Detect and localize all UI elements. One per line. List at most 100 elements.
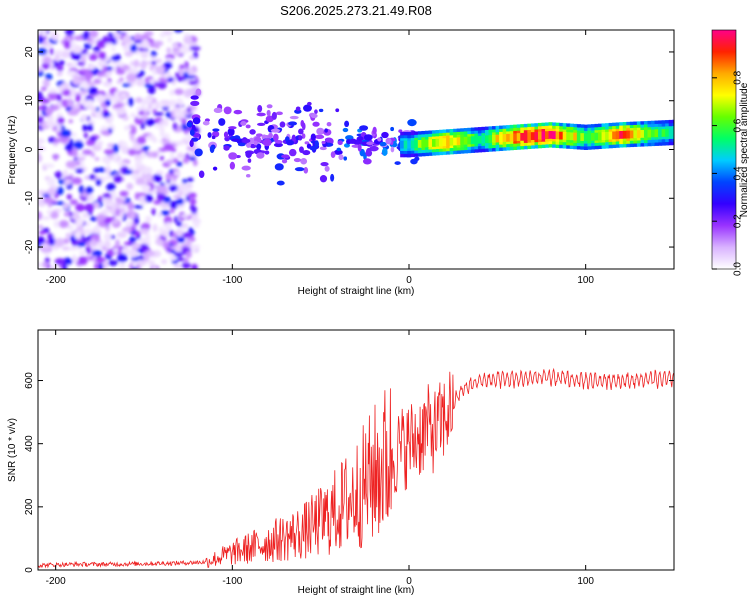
noise-cell	[154, 58, 163, 64]
noise-cell	[194, 84, 200, 89]
noise-cell	[74, 230, 82, 240]
noise-cell	[115, 208, 121, 217]
noise-cell	[176, 153, 188, 158]
noise-cell	[153, 199, 162, 205]
signal-patch	[359, 125, 369, 131]
noise-cell	[122, 45, 129, 51]
signal-band-cell	[439, 138, 444, 147]
noise-cell	[85, 186, 94, 195]
noise-cell	[126, 182, 134, 190]
noise-cell	[76, 61, 86, 66]
signal-band-cell	[601, 132, 606, 140]
noise-cell	[63, 202, 69, 210]
signal-patch	[273, 142, 283, 148]
noise-cell	[42, 56, 52, 64]
signal-band-cell	[499, 134, 504, 143]
noise-cell	[111, 55, 121, 62]
noise-cell	[38, 224, 44, 230]
signal-patch	[212, 166, 218, 171]
noise-cell	[133, 59, 140, 68]
noise-cell	[153, 81, 160, 87]
noise-cell	[72, 148, 78, 158]
signal-band-cell	[410, 140, 415, 149]
noise-cell	[128, 212, 137, 220]
noise-cell	[191, 263, 198, 269]
noise-cell	[156, 185, 168, 194]
signal-band-cell	[477, 135, 483, 144]
noise-cell	[97, 262, 104, 269]
noise-cell	[83, 132, 88, 139]
noise-cell	[112, 104, 123, 109]
signal-patch	[288, 148, 297, 157]
signal-band-cell	[506, 133, 511, 142]
noise-cell	[169, 254, 178, 261]
noise-cell	[122, 227, 132, 232]
noise-cell	[103, 112, 111, 118]
noise-cell	[147, 104, 153, 109]
noise-cell	[38, 211, 43, 221]
noise-cell	[189, 244, 198, 253]
noise-cell	[82, 212, 90, 219]
noise-cell	[106, 183, 116, 191]
noise-cell	[154, 124, 165, 129]
noise-cell	[65, 232, 71, 239]
colorbar-tick-label: 0.2	[732, 214, 743, 228]
noise-cell	[43, 163, 55, 169]
noise-cell	[159, 132, 166, 138]
noise-cell	[134, 217, 139, 225]
noise-cell	[134, 97, 143, 103]
noise-cell	[122, 34, 132, 45]
noise-cell	[142, 166, 153, 175]
signal-band-cell	[449, 137, 454, 146]
noise-cell	[38, 230, 47, 235]
signal-patch	[301, 133, 306, 139]
signal-patch	[223, 145, 230, 151]
noise-cell	[75, 217, 84, 226]
noise-cell	[130, 112, 136, 118]
noise-cell	[56, 124, 62, 133]
noise-cell	[82, 124, 88, 132]
noise-cell	[169, 89, 175, 96]
noise-cell	[53, 50, 65, 55]
noise-cell	[74, 103, 81, 110]
signal-patch	[189, 139, 194, 148]
signal-band-cell	[665, 128, 670, 137]
noise-cell	[73, 140, 84, 150]
noise-cell	[132, 260, 137, 268]
noise-cell	[183, 257, 189, 263]
signal-band-cell	[658, 129, 663, 137]
signal-band-cell	[431, 139, 437, 147]
noise-cell	[174, 244, 180, 253]
noise-cell	[58, 59, 65, 66]
signal-patch	[301, 122, 306, 131]
noise-cell	[38, 236, 45, 245]
noise-cell	[75, 161, 81, 166]
noise-cell	[43, 197, 54, 204]
noise-cell	[133, 204, 144, 209]
noise-cell	[92, 249, 103, 256]
noise-cell	[38, 36, 44, 44]
noise-cell	[75, 93, 81, 103]
noise-cell	[92, 201, 100, 209]
signal-band-cell	[555, 131, 560, 140]
noise-cell	[102, 260, 109, 269]
signal-patch	[271, 111, 277, 120]
noise-cell	[115, 239, 120, 249]
signal-patch	[318, 108, 324, 113]
noise-cell	[113, 175, 123, 183]
y-tick-label: -20	[24, 239, 35, 254]
noise-cell	[49, 47, 54, 56]
signal-patch	[312, 121, 320, 127]
signal-patch	[330, 173, 335, 182]
noise-cell	[95, 178, 102, 186]
signal-patch	[342, 127, 349, 133]
noise-cell	[152, 266, 157, 269]
signal-band-cell	[629, 130, 634, 139]
noise-cell	[182, 157, 190, 164]
signal-patch	[211, 135, 216, 140]
signal-band-cell	[566, 132, 571, 140]
noise-cell	[119, 30, 130, 33]
signal-band-cell	[594, 132, 599, 141]
noise-cell	[181, 179, 188, 184]
noise-cell	[96, 214, 106, 222]
